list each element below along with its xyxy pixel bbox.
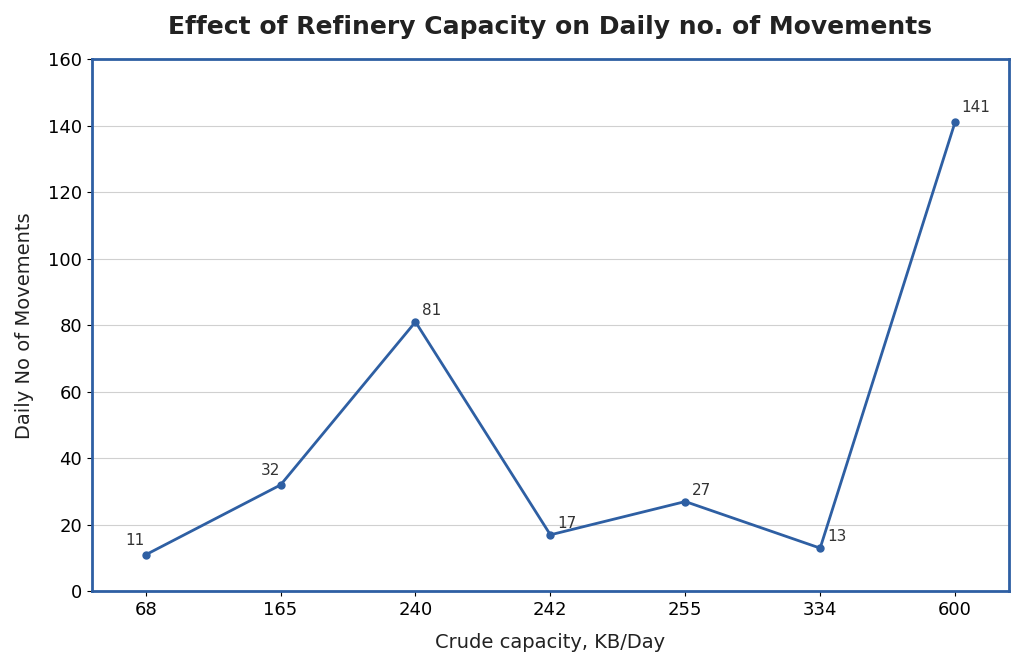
Y-axis label: Daily No of Movements: Daily No of Movements [15,212,34,438]
Title: Effect of Refinery Capacity on Daily no. of Movements: Effect of Refinery Capacity on Daily no.… [168,15,933,39]
Text: 27: 27 [692,483,712,498]
X-axis label: Crude capacity, KB/Day: Crude capacity, KB/Day [435,633,666,652]
Text: 13: 13 [827,530,846,544]
Text: 11: 11 [126,533,144,548]
Text: 17: 17 [557,516,577,531]
Text: 32: 32 [260,463,280,478]
Text: 141: 141 [962,100,990,115]
Text: 81: 81 [422,303,441,318]
